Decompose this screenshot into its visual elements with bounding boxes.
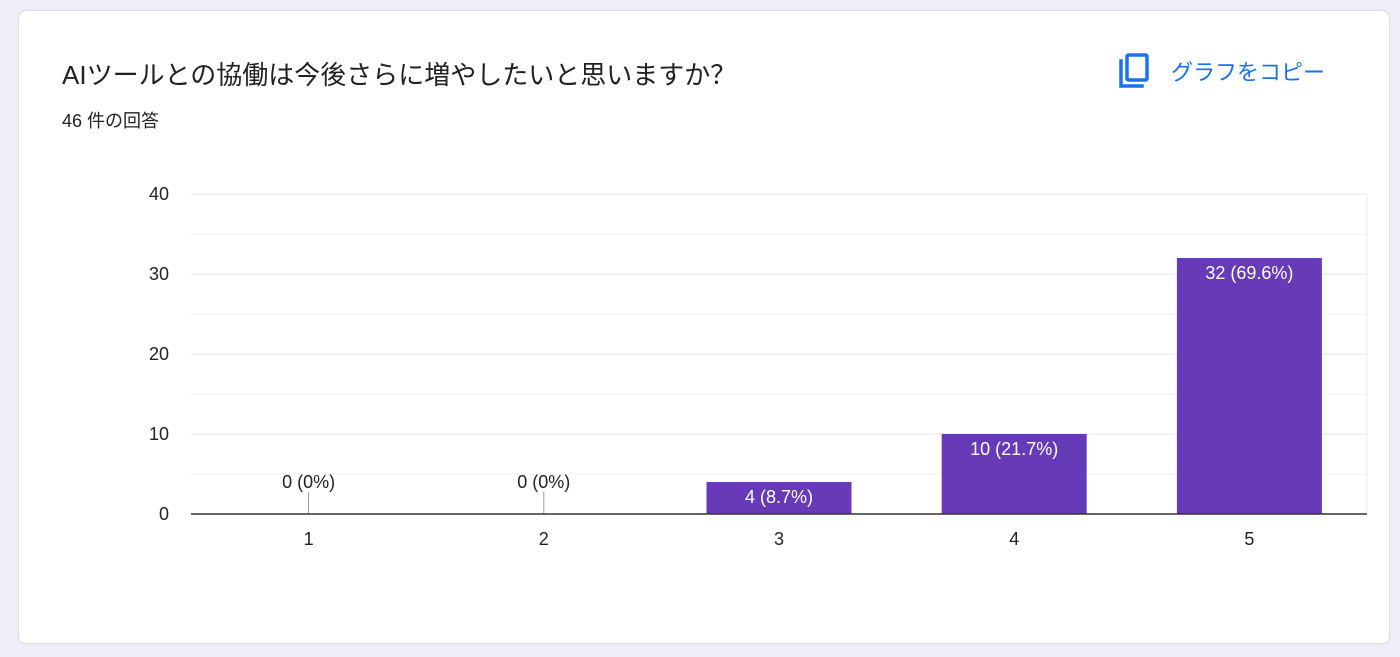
copy-chart-button[interactable]: グラフをコピー [1111, 49, 1331, 93]
x-tick-label: 3 [774, 529, 784, 549]
y-tick-label: 20 [149, 344, 169, 364]
x-tick-label: 5 [1244, 529, 1254, 549]
bar-chart: 0 10 20 30 40 1 0 (0%) 2 0 (0%) 3 4 (8.7%) 4 10 (21.… [149, 184, 1368, 549]
data-label: 0 (0%) [282, 472, 335, 492]
copy-chart-label: グラフをコピー [1171, 60, 1326, 85]
x-tick-label: 2 [539, 529, 549, 549]
data-label: 4 (8.7%) [745, 487, 813, 507]
x-tick-label: 1 [304, 529, 314, 549]
y-tick-label: 40 [149, 184, 169, 204]
data-label: 32 (69.6%) [1205, 263, 1293, 283]
copy-icon [1119, 53, 1149, 88]
chart-card: AIツールとの協働は今後さらに増やしたいと思いますか？ 46 件の回答 グラフを… [18, 10, 1390, 644]
y-tick-label: 0 [159, 504, 169, 524]
bar [706, 482, 852, 514]
y-tick-label: 10 [149, 424, 169, 444]
data-label: 0 (0%) [517, 472, 570, 492]
data-label: 10 (21.7%) [970, 439, 1058, 459]
x-tick-label: 4 [1009, 529, 1019, 549]
y-tick-label: 30 [149, 264, 169, 284]
response-count: 46 件の回答 [62, 111, 160, 131]
bar [941, 434, 1087, 514]
bar [1176, 258, 1322, 514]
question-title: AIツールとの協働は今後さらに増やしたいと思いますか？ [62, 60, 737, 90]
